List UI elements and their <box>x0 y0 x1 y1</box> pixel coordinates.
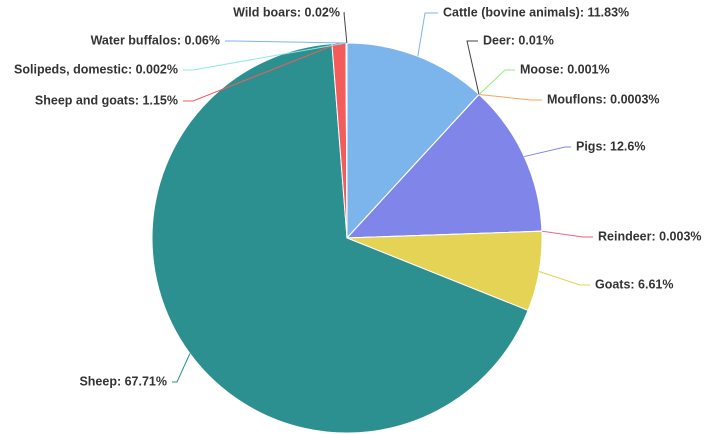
connector-sheep <box>172 353 191 383</box>
label-cattle-bovine-animals: Cattle (bovine animals): 11.83% <box>443 5 629 19</box>
connector-wild-boars <box>343 12 348 44</box>
connector-goats <box>538 271 590 286</box>
connector-moose <box>478 69 515 95</box>
label-water-buffalos: Water buffalos: 0.06% <box>91 33 220 47</box>
label-pigs: Pigs: 12.6% <box>576 139 645 153</box>
connector-sheep-and-goats <box>183 42 340 102</box>
data-labels: Cattle (bovine animals): 11.83% Deer: 0.0… <box>14 5 701 388</box>
label-goats: Goats: 6.61% <box>595 277 674 291</box>
label-solipeds-domestic: Solipeds, domestic: 0.002% <box>14 62 178 76</box>
connector-mouflons <box>479 94 542 101</box>
pie-slices <box>151 42 543 434</box>
label-deer: Deer: 0.01% <box>483 33 554 47</box>
connector-water-buffalos <box>225 40 347 44</box>
label-moose: Moose: 0.001% <box>520 62 610 76</box>
connector-deer <box>466 40 480 95</box>
label-sheep: Sheep: 67.71% <box>79 374 167 388</box>
connector-solipeds-domestic <box>183 42 347 71</box>
label-reindeer: Reindeer: 0.003% <box>598 229 702 243</box>
connector-reindeer <box>541 230 593 238</box>
label-connectors <box>172 12 593 383</box>
slice-cattle-bovine-animals[interactable] <box>346 42 480 239</box>
connector-pigs <box>524 146 571 158</box>
label-mouflons: Mouflons: 0.0003% <box>547 92 660 106</box>
connector-cattle-bovine-animals <box>417 12 438 57</box>
label-wild-boars: Wild boars: 0.02% <box>233 5 340 19</box>
label-sheep-and-goats: Sheep and goats: 1.15% <box>35 93 178 107</box>
